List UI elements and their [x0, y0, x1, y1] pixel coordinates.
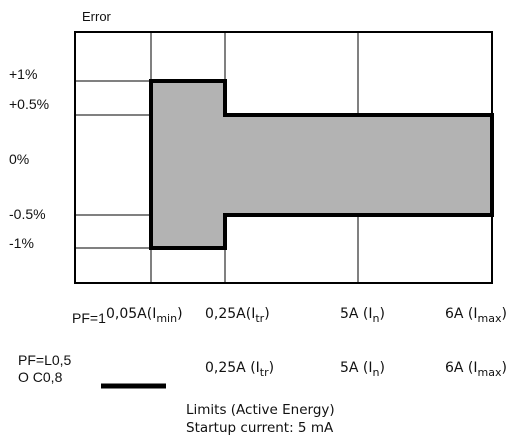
row1-pf-label: PF=1 — [72, 310, 106, 326]
y-label-minus05: -0.5% — [9, 206, 46, 222]
row2-pf-label-line1: PF=L0,5 — [18, 352, 72, 368]
row1-i-max-label: 6A (Imax) — [445, 306, 507, 325]
row2-i-max-label: 6A (Imax) — [445, 360, 507, 379]
row1-i-n-label: 5A (In) — [340, 306, 385, 325]
row2-i-tr-label: 0,25A (Itr) — [205, 360, 275, 379]
row1-i-tr-label: 0,25A(Itr) — [205, 306, 270, 325]
row2-pf-label-line2: O C0,8 — [18, 369, 63, 385]
y-label-plus1: +1% — [9, 66, 38, 82]
y-label-zero: 0% — [9, 151, 30, 167]
y-label-plus05: +0.5% — [9, 96, 50, 112]
legend-line1: Limits (Active Energy) — [186, 402, 335, 418]
limit-region — [149, 79, 494, 250]
y-label-minus1: -1% — [9, 235, 34, 251]
row1-i-min-label: 0,05A(Imin) — [106, 306, 183, 325]
y-axis-title: Error — [82, 9, 111, 24]
legend-line2: Startup current: 5 mA — [186, 420, 334, 436]
row2-i-n-label: 5A (In) — [340, 360, 385, 379]
